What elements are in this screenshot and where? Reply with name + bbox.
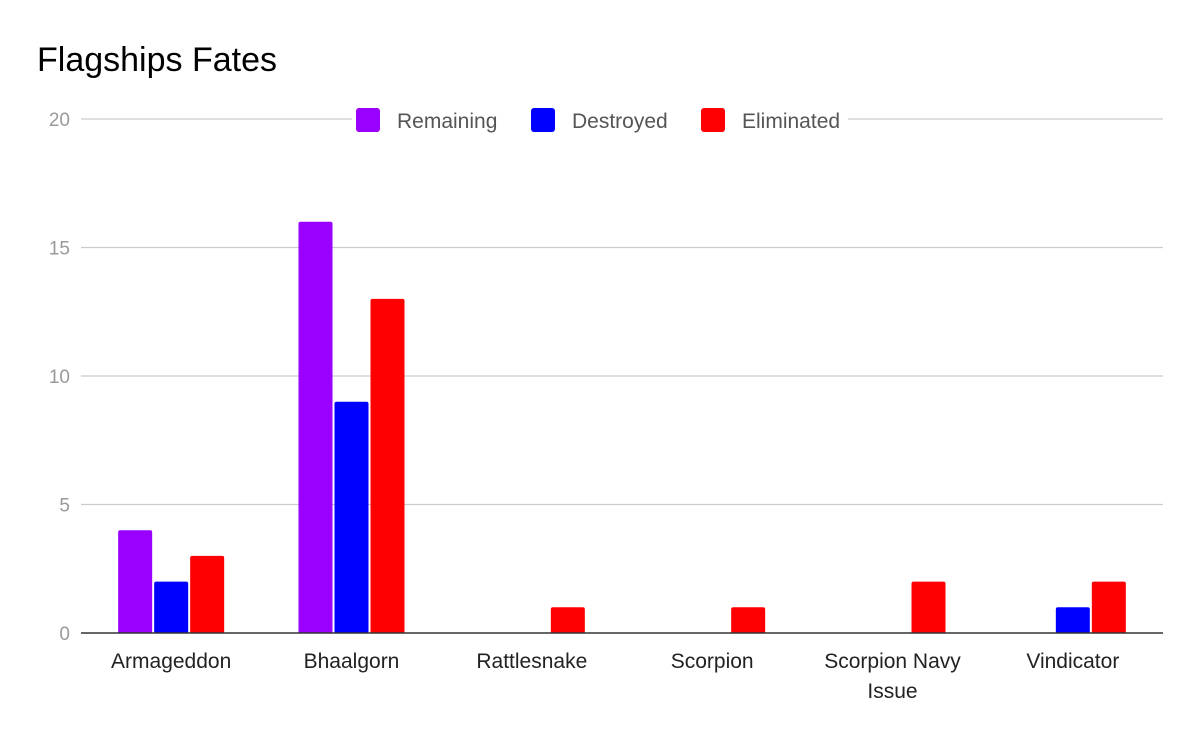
gridlines	[81, 118, 1163, 506]
y-tick-label: 5	[59, 496, 70, 517]
legend-label-destroyed: Destroyed	[572, 110, 668, 133]
y-tick-label: 20	[49, 110, 70, 131]
x-tick-label: Bhaalgorn	[304, 650, 400, 673]
x-tick-label-line: Bhaalgorn	[304, 650, 400, 673]
legend-background	[352, 104, 848, 136]
y-tick-label: 15	[49, 239, 70, 260]
bars	[118, 221, 1126, 634]
x-tick-label-line: Vindicator	[1026, 650, 1119, 673]
y-axis-ticks: 0 5 10 15 20	[49, 110, 70, 645]
x-tick-label: Scorpion	[671, 650, 754, 673]
legend-label-eliminated: Eliminated	[742, 110, 840, 133]
chart-title: Flagships Fates	[37, 41, 277, 79]
x-axis: Armageddon Bhaalgorn Rattlesnake Scorpion Sc…	[81, 632, 1163, 703]
x-tick-label: Scorpion Navy Issue	[824, 650, 961, 703]
legend-swatch-destroyed	[531, 108, 555, 132]
legend-label-remaining: Remaining	[397, 110, 497, 133]
x-tick-label: Armageddon	[111, 650, 231, 673]
legend: Remaining Destroyed Eliminated	[352, 104, 848, 136]
bar-eliminated-vindicator	[1091, 581, 1126, 633]
x-tick-label-line: Scorpion Navy	[824, 650, 961, 673]
bar-destroyed-armageddon	[154, 581, 189, 633]
bar-destroyed-vindicator	[1055, 607, 1090, 633]
x-tick-label-line: Rattlesnake	[476, 650, 587, 673]
bar-eliminated-armageddon	[190, 555, 225, 633]
bar-eliminated-rattlesnake	[550, 607, 585, 633]
x-tick-label-line: Armageddon	[111, 650, 231, 673]
bar-remaining-bhaalgorn	[298, 221, 333, 634]
x-tick-label: Vindicator	[1026, 650, 1119, 673]
legend-swatch-remaining	[356, 108, 380, 132]
legend-swatch-eliminated	[701, 108, 725, 132]
bar-eliminated-bhaalgorn	[370, 298, 405, 633]
x-tick-label-line: Issue	[867, 680, 917, 703]
bar-eliminated-scorpion	[731, 607, 766, 633]
x-tick-label-line: Scorpion	[671, 650, 754, 673]
y-tick-label: 10	[49, 367, 70, 388]
x-tick-label: Rattlesnake	[476, 650, 587, 673]
bar-remaining-armageddon	[118, 530, 153, 633]
bar-eliminated-scorpion-navy-issue	[911, 581, 946, 633]
bar-destroyed-bhaalgorn	[334, 401, 369, 633]
y-tick-label: 0	[59, 624, 70, 645]
